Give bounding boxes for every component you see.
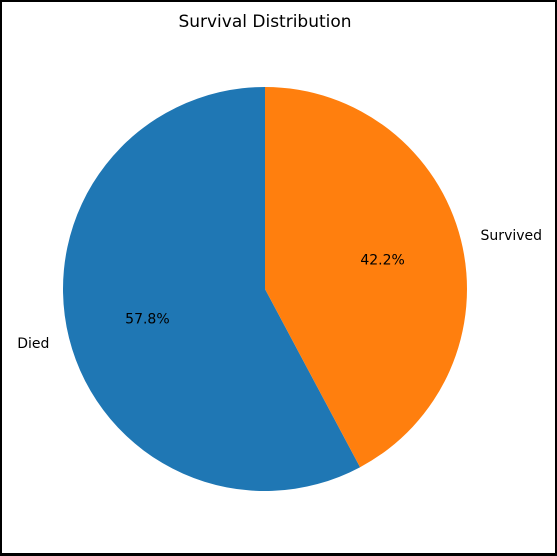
chart-title: Survival Distribution bbox=[178, 12, 351, 32]
pie-slice-died bbox=[63, 87, 361, 492]
slice-label-died: Died bbox=[17, 336, 49, 352]
pie-slices bbox=[63, 87, 467, 492]
pct-label-died: 57.8% bbox=[125, 311, 169, 327]
pie-labels: Died 57.8% Survived 42.2% bbox=[17, 228, 542, 352]
slice-label-survived: Survived bbox=[481, 228, 542, 244]
pct-label-survived: 42.2% bbox=[360, 253, 404, 269]
pie-slice-survived bbox=[265, 87, 467, 468]
